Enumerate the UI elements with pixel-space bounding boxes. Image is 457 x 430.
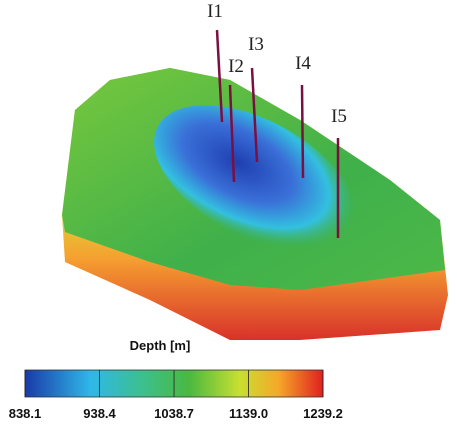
well-trajectory: [250, 67, 259, 163]
colorbar-title: Depth [m]: [130, 338, 191, 353]
well-trajectory: [215, 29, 224, 123]
colorbar-tick-label: 1139.0: [229, 406, 268, 421]
well-label: I1: [207, 1, 223, 22]
colorbar-tick-label: 838.1: [9, 406, 42, 421]
well-trajectory: [300, 84, 305, 179]
well-label: I5: [331, 106, 347, 127]
well-trajectory: [228, 84, 236, 183]
colorbar: Depth [m] 838.1 938.4 1038.7 1139.0 1239.2: [9, 338, 343, 421]
well-label: I4: [295, 53, 311, 74]
colorbar-tick-label: 1038.7: [154, 406, 194, 421]
well-label: I2: [228, 56, 244, 77]
reservoir-model: [62, 68, 448, 340]
well-label: I3: [248, 34, 264, 55]
colorbar-tick-label: 938.4: [83, 406, 116, 421]
colorbar-tick-label: 1239.2: [303, 406, 343, 421]
